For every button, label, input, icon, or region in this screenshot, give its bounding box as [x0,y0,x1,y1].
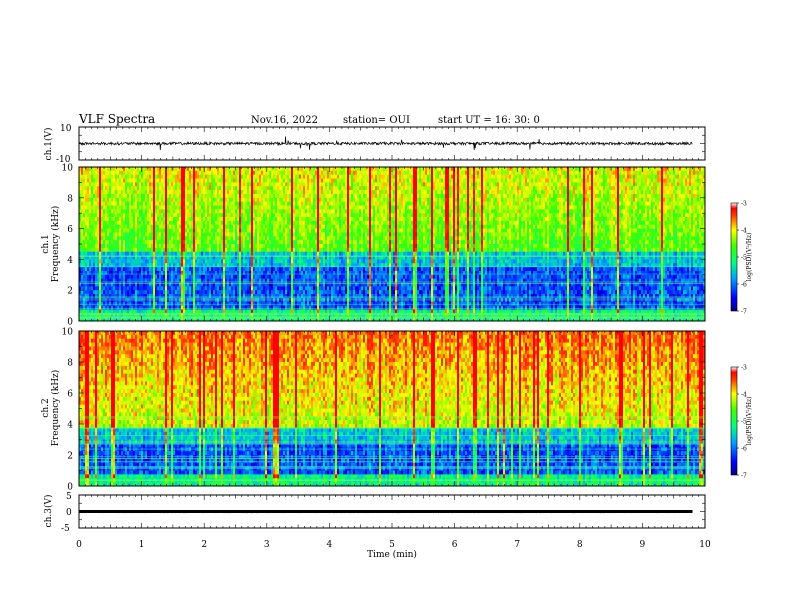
frequency-tick-label: 2 [67,452,73,462]
frequency-tick-label: 2 [67,287,73,297]
time-tick-label: 5 [389,540,395,550]
time-axis-label: Time (min) [367,549,417,560]
frequency-tick-label: 8 [67,359,73,369]
ch2-spectrogram-ytick-labels: 0 2 4 6 8 10 [62,328,74,493]
date-label: Nov.16, 2022 [251,115,318,126]
colorbar-tick-label: -6 [741,282,747,289]
ch1-ytick-bottom: -10 [56,155,71,165]
time-tick-label: 8 [577,540,583,550]
ch2-colorbar-ticks: -3 -4 -5 -6 -7 [737,365,747,480]
frequency-tick-label: 0 [67,318,73,328]
colorbar-tick-label: -5 [741,419,747,426]
ch1-spectrogram-ticks [78,166,706,322]
frequency-tick-label: 4 [67,421,73,431]
ch1-spectrogram-ylabel-frequency: Frequency (kHz) [50,206,61,283]
ch2-colorbar [730,366,738,476]
time-tick-label: 2 [201,540,207,550]
station-label: station= OUI [343,115,410,126]
time-tick-label: 0 [76,540,82,550]
time-tick-label: 4 [327,540,333,550]
time-tick-label: 6 [452,540,458,550]
frequency-tick-label: 10 [62,164,74,174]
time-axis-tick-labels: 0 1 2 3 4 5 6 7 8 9 10 [76,540,711,550]
frequency-tick-label: 6 [67,225,73,235]
colorbar-tick-label: -4 [741,228,747,235]
colorbar-tick-label: -7 [741,473,747,480]
colorbar-tick-label: -7 [741,309,747,316]
ch1-colorbar-ticks: -3 -4 -5 -6 -7 [737,201,747,316]
time-tick-label: 3 [264,540,270,550]
time-tick-label: 1 [139,540,145,550]
time-tick-label: 10 [699,540,711,550]
colorbar-tick-label: -3 [741,201,747,208]
figure-title: VLF Spectra [78,112,155,126]
ch2-spectrogram-ylabel-channel: ch.2 [41,398,51,417]
ch1-waveform-ylabel: ch.1(V) [43,128,54,161]
ch1-spectrogram-image [79,167,706,322]
ch2-spectrogram-ylabel-frequency: Frequency (kHz) [50,370,61,447]
ch2-colorbar-label: log(PSD)(V²/Hz) [746,397,753,446]
ch1-waveform-ticks [78,126,706,161]
colorbar-tick-label: -6 [741,446,747,453]
frequency-tick-label: 8 [67,194,73,204]
ch2-spectrogram-ticks [78,330,706,487]
ch1-spectrogram-ylabel-channel: ch.1 [41,234,51,253]
ch3-ytick-mid: 0 [66,508,72,518]
ch3-waveform-ylabel: ch.3(V) [43,495,54,528]
ch1-waveform-panel: 10 -10 ch.1(V) [43,124,706,165]
colorbar-tick-label: -5 [741,255,747,262]
frequency-tick-label: 10 [62,328,74,338]
frequency-tick-label: 0 [67,483,73,493]
start-time-label: start UT = 16: 30: 0 [438,115,540,126]
ch1-colorbar-label: log(PSD)(V²/Hz) [746,233,753,282]
ch3-waveform-ticks [78,494,706,529]
time-tick-label: 9 [640,540,646,550]
ch2-spectrogram-image [79,331,706,487]
ch1-colorbar [730,202,738,312]
ch1-spectrogram-ytick-labels: 0 2 4 6 8 10 [62,164,74,328]
ch3-ytick-top: 5 [66,492,72,502]
frequency-tick-label: 6 [67,390,73,400]
time-tick-label: 7 [514,540,520,550]
frequency-tick-label: 4 [67,256,73,266]
colorbar-tick-label: -3 [741,365,747,372]
ch3-ytick-bottom: -5 [61,524,70,534]
ch1-waveform-line [78,136,693,151]
ch1-ytick-top: 10 [60,124,72,134]
colorbar-tick-label: -4 [741,392,747,399]
ch3-waveform-line [78,510,693,514]
ch3-waveform-panel: 5 0 -5 ch.3(V) 0 1 2 3 4 5 6 7 8 9 10 Time (min) [43,492,711,560]
waveform-trace [78,136,693,151]
